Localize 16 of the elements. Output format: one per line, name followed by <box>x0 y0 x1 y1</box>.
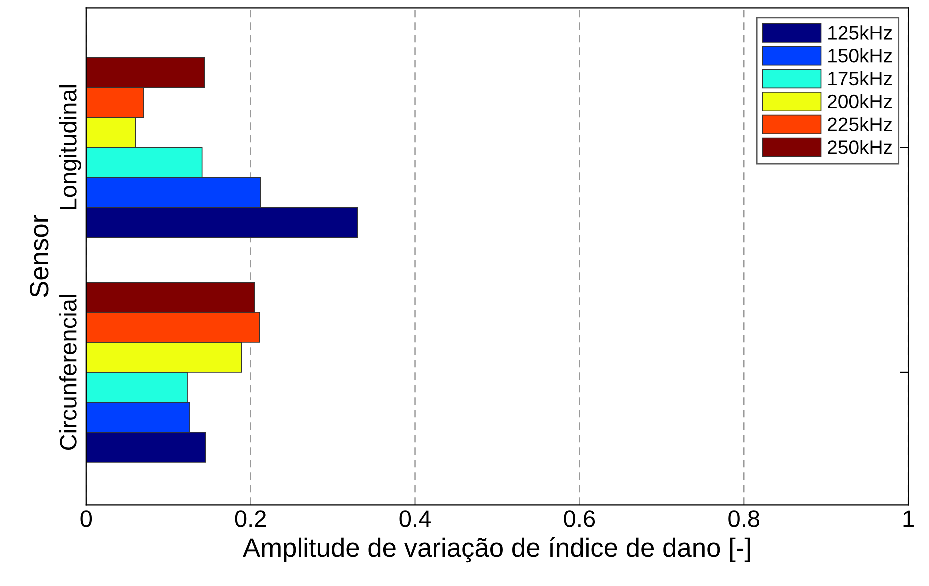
legend-label: 225kHz <box>828 117 892 132</box>
x-tick-label: 0.6 <box>564 510 596 528</box>
y-tick-label: Circunferencial <box>60 295 77 450</box>
x-tick-label: 0.8 <box>728 510 760 528</box>
y-axis-title: Sensor <box>30 215 49 298</box>
x-tick-label: 1 <box>904 510 914 528</box>
legend-label: 175kHz <box>828 71 892 86</box>
legend-label: 125kHz <box>828 26 892 40</box>
x-tick-label: 0.2 <box>235 510 266 528</box>
legend-label: 150kHz <box>828 48 892 63</box>
y-tick-label: Longitudinal <box>60 86 82 210</box>
x-tick-label: 0 <box>80 510 92 528</box>
x-tick-label: 0.4 <box>400 510 431 528</box>
x-axis-title: Amplitude de variação de índice de dano [-] <box>243 538 750 563</box>
legend-label: 200kHz <box>828 94 892 109</box>
legend-label: 250kHz <box>828 140 892 154</box>
